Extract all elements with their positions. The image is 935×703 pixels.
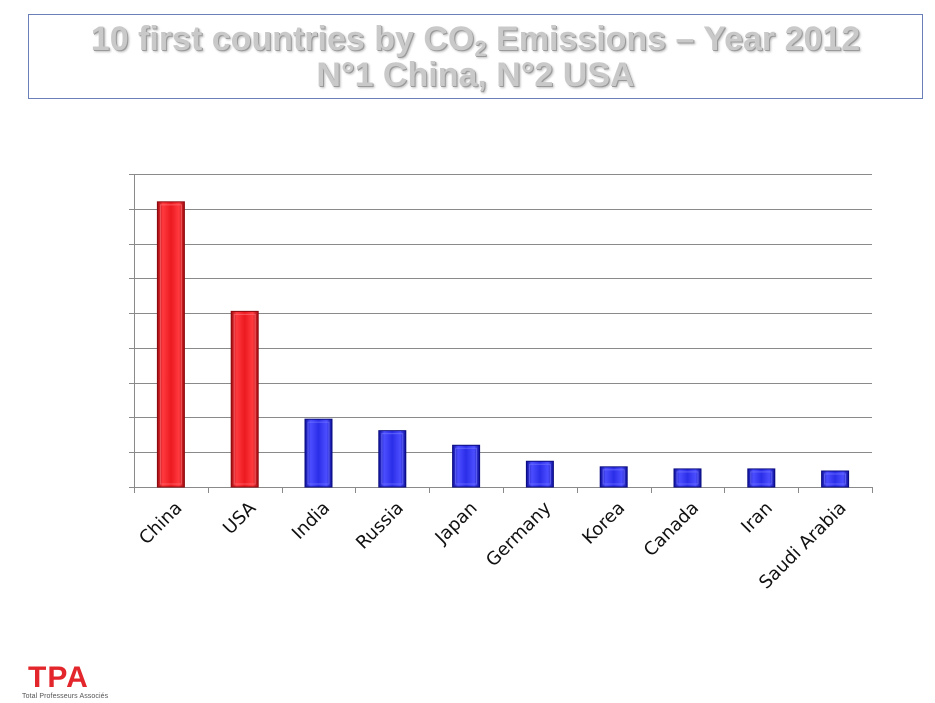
x-tick-label: Canada (640, 498, 703, 561)
bar (452, 444, 481, 488)
bar (525, 460, 554, 488)
bar-bevel (159, 204, 182, 485)
title-suffix: Emissions – Year 2012 (486, 20, 861, 58)
bar-bevel (381, 433, 404, 485)
chart-title-line-2: N°1 China, N°2 USA (316, 56, 635, 94)
logo-subtitle: Total Professeurs Associés (22, 693, 109, 700)
bar (821, 470, 850, 488)
bar-bevel (602, 469, 625, 485)
bar-canada (673, 468, 702, 488)
bar (378, 430, 407, 488)
bar (230, 310, 259, 488)
x-tick-label: Germany (482, 497, 556, 571)
bars (156, 201, 850, 488)
title-prefix: 10 first countries by CO (90, 20, 475, 58)
x-tick-label: Japan (431, 498, 482, 549)
x-tick-label: Russia (352, 498, 408, 554)
x-tick-label: Korea (578, 498, 629, 549)
x-tick-labels: China USA India Russia Japan Germany Korea Cana… (135, 497, 850, 593)
bar-russia (378, 430, 407, 488)
bar (673, 468, 702, 488)
x-tick-label: China (135, 498, 186, 549)
bar-saudi-arabia (821, 470, 850, 488)
bar-iran (747, 468, 776, 488)
bar-china (156, 201, 185, 488)
bar-bevel (824, 473, 847, 485)
bar-bevel (307, 421, 330, 485)
bar-bevel (528, 463, 551, 485)
bar-india (304, 418, 333, 488)
bar (599, 466, 628, 488)
x-tick-label: Iran (737, 498, 777, 538)
bar-bevel (676, 471, 699, 485)
bar-germany (525, 460, 554, 488)
bar-usa (230, 310, 259, 488)
bar-bevel (455, 447, 478, 485)
chart-title-line-1: 10 first countries by CO2 Emissions – Ye… (29, 20, 922, 60)
title-subscript: 2 (474, 36, 487, 61)
title-box: 10 first countries by CO2 Emissions – Ye… (28, 14, 923, 99)
bar-japan (452, 444, 481, 488)
bar-bevel (233, 313, 256, 485)
logo-text: TPA (28, 661, 89, 694)
x-tick-label: India (288, 498, 334, 544)
bar (304, 418, 333, 488)
bar-bevel (750, 471, 773, 485)
bar (747, 468, 776, 488)
bar (156, 201, 185, 488)
x-tick-label: USA (219, 497, 261, 539)
bar-korea (599, 466, 628, 488)
tpa-logo: TPA Total Professeurs Associés (22, 662, 132, 702)
